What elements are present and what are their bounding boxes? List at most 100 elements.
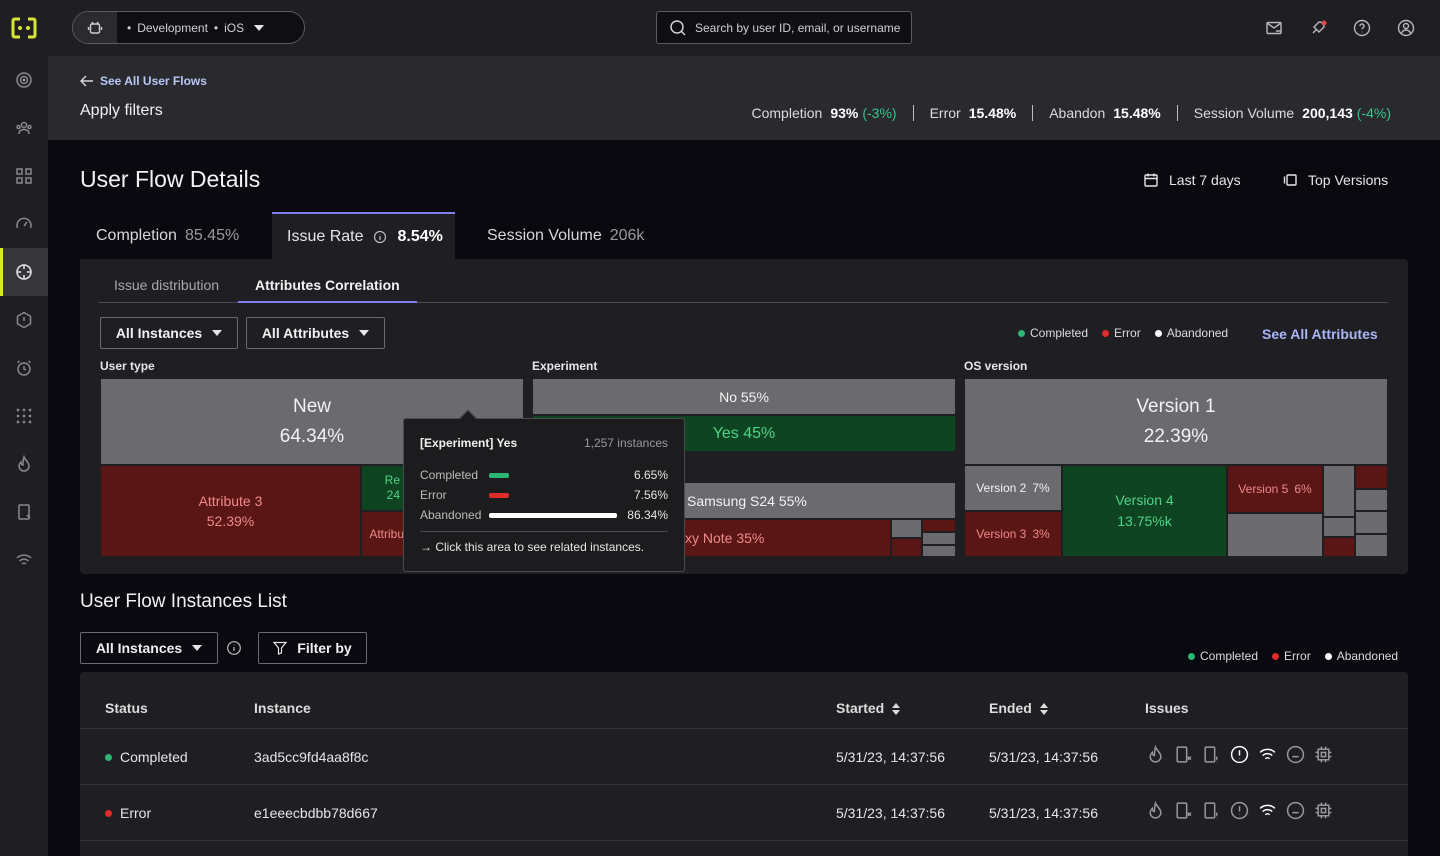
table-row[interactable] — [80, 840, 1408, 856]
tab-completion[interactable]: Completion 85.45% — [96, 227, 240, 244]
sidebar-item-user-flows[interactable] — [0, 248, 48, 296]
inbox-icon[interactable] — [1264, 18, 1284, 38]
tooltip-footer[interactable]: → Click this area to see related instanc… — [420, 540, 645, 554]
page-title: User Flow Details — [80, 166, 261, 192]
filter-button[interactable]: Filter by — [258, 632, 367, 664]
subtab-issue-distribution[interactable]: Issue distribution — [114, 277, 220, 293]
treemap-cell-version-4[interactable]: Version 4 13.75%k — [1062, 465, 1227, 557]
treemap-cell-small[interactable] — [1355, 489, 1388, 511]
wifi-icon — [1259, 748, 1276, 760]
versions-icon — [1283, 174, 1297, 186]
tab-session-volume[interactable]: Session Volume 206k — [487, 227, 645, 244]
sidebar — [0, 0, 48, 856]
info-icon[interactable] — [226, 640, 242, 661]
sidebar-item-performance[interactable] — [0, 200, 48, 248]
treemap-tooltip[interactable]: [Experiment] Yes 1,257 instances Complet… — [403, 409, 685, 572]
legend-completed: Completed — [1188, 649, 1258, 663]
treemap-cell-version-5[interactable]: Version 5 6% — [1227, 465, 1323, 513]
instance-cell[interactable]: e1eeecbdbb78d667 — [254, 805, 378, 821]
treemap-cell-version-2[interactable]: Version 2 7% — [964, 465, 1062, 511]
back-link[interactable]: See All User Flows — [80, 74, 207, 88]
see-all-attributes-link[interactable]: See All Attributes — [1262, 326, 1378, 342]
frustrated-face-icon — [1286, 745, 1305, 764]
flow-header: See All User Flows Apply filters Complet… — [48, 56, 1440, 140]
sidebar-item-apps[interactable] — [0, 392, 48, 440]
sidebar-item-devices[interactable] — [0, 488, 48, 536]
tooltip-bar — [489, 512, 617, 518]
treemap-cell-small[interactable] — [1355, 465, 1388, 489]
treemap-cell-attribute-3[interactable]: Attribute 3 52.39% — [100, 465, 361, 557]
chevron-down-icon — [212, 330, 223, 336]
instances-dropdown[interactable]: All Instances — [100, 317, 238, 349]
top-versions-button[interactable]: Top Versions — [1282, 172, 1388, 188]
treemap-cell-no[interactable]: No 55% — [532, 378, 956, 415]
sidebar-item-radar[interactable] — [0, 56, 48, 104]
search-icon — [670, 19, 686, 36]
wifi-icon — [16, 554, 32, 565]
ended-cell: 5/31/23, 14:37:56 — [989, 749, 1098, 765]
tab-issue-rate[interactable]: Issue Rate 8.54% — [272, 212, 455, 260]
alert-octagon-icon — [16, 311, 32, 329]
radar-icon — [16, 72, 32, 88]
android-icon — [73, 12, 117, 43]
treemap-cell-re[interactable]: Re 24 — [361, 465, 405, 511]
frustrated-face-icon — [1286, 801, 1305, 820]
instances-table: Status Instance Started Ended Issues Com… — [80, 672, 1408, 856]
crosshair-icon — [16, 264, 32, 280]
treemap-cell-small[interactable] — [922, 545, 956, 557]
group-label-os-version: OS version — [964, 359, 1028, 373]
grid-icon — [16, 168, 32, 184]
treemap-cell-small[interactable] — [922, 532, 956, 545]
treemap-cell-small[interactable] — [1355, 511, 1388, 534]
search-input[interactable]: Search by user ID, email, or username — [656, 11, 912, 44]
alert-icon — [1230, 745, 1249, 764]
table-row[interactable]: Error e1eeecbdbb78d667 5/31/23, 14:37:56… — [80, 784, 1408, 840]
account-icon[interactable] — [1396, 18, 1416, 38]
list-legend: Completed Error Abandoned — [1188, 649, 1398, 663]
tooltip-row-completed: Completed 6.65% — [420, 468, 668, 482]
column-issues: Issues — [1145, 700, 1189, 716]
treemap-cell-version-3[interactable]: Version 3 3% — [964, 511, 1062, 557]
treemap-cell-small[interactable] — [1227, 513, 1323, 557]
sidebar-item-network[interactable] — [0, 536, 48, 584]
flame-icon — [1149, 745, 1162, 763]
column-started[interactable]: Started — [836, 700, 901, 716]
sidebar-item-alerts[interactable] — [0, 344, 48, 392]
subtab-attributes-correlation[interactable]: Attributes Correlation — [238, 277, 417, 303]
treemap-cell-small[interactable] — [1323, 537, 1355, 557]
sidebar-item-crashes[interactable] — [0, 440, 48, 488]
help-icon[interactable] — [1352, 18, 1372, 38]
column-ended[interactable]: Ended — [989, 700, 1048, 716]
treemap-cell-small[interactable] — [1355, 534, 1388, 557]
chevron-down-icon — [254, 24, 265, 31]
sidebar-item-dashboard[interactable] — [0, 152, 48, 200]
status-dot — [105, 753, 112, 761]
issues-cell — [1146, 801, 1333, 820]
list-instances-dropdown[interactable]: All Instances — [80, 632, 218, 664]
date-range-button[interactable]: Last 7 days — [1143, 172, 1241, 188]
status-cell: Completed — [105, 749, 188, 765]
sidebar-item-issues[interactable] — [0, 296, 48, 344]
table-row[interactable]: Completed 3ad5cc9fd4aa8f8c 5/31/23, 14:3… — [80, 728, 1408, 784]
legend-completed: Completed — [1018, 326, 1088, 340]
attributes-dropdown[interactable]: All Attributes — [246, 317, 385, 349]
started-cell: 5/31/23, 14:37:56 — [836, 805, 945, 821]
treemap-cell-small[interactable] — [1323, 517, 1355, 537]
treemap-cell-small[interactable] — [891, 538, 922, 557]
date-range-label: Last 7 days — [1169, 172, 1241, 188]
instance-cell[interactable]: 3ad5cc9fd4aa8f8c — [254, 749, 369, 765]
apply-filters[interactable]: Apply filters — [80, 102, 163, 119]
dots-grid-icon — [16, 408, 32, 424]
treemap-cell-attribute[interactable]: Attribu — [361, 511, 405, 557]
treemap-cell-version-1[interactable]: Version 1 22.39% — [964, 378, 1388, 465]
sidebar-item-users[interactable] — [0, 104, 48, 152]
treemap-cell-small[interactable] — [1323, 465, 1355, 517]
issues-cell — [1146, 745, 1333, 764]
logo-icon[interactable] — [8, 12, 40, 44]
flame-icon — [18, 455, 30, 472]
environment-selector[interactable]: • Development • iOS — [72, 11, 305, 44]
rocket-icon[interactable] — [1308, 18, 1328, 38]
tooltip-title: [Experiment] Yes — [420, 436, 518, 450]
treemap-cell-small[interactable] — [922, 519, 956, 532]
treemap-cell-small[interactable] — [891, 519, 922, 538]
